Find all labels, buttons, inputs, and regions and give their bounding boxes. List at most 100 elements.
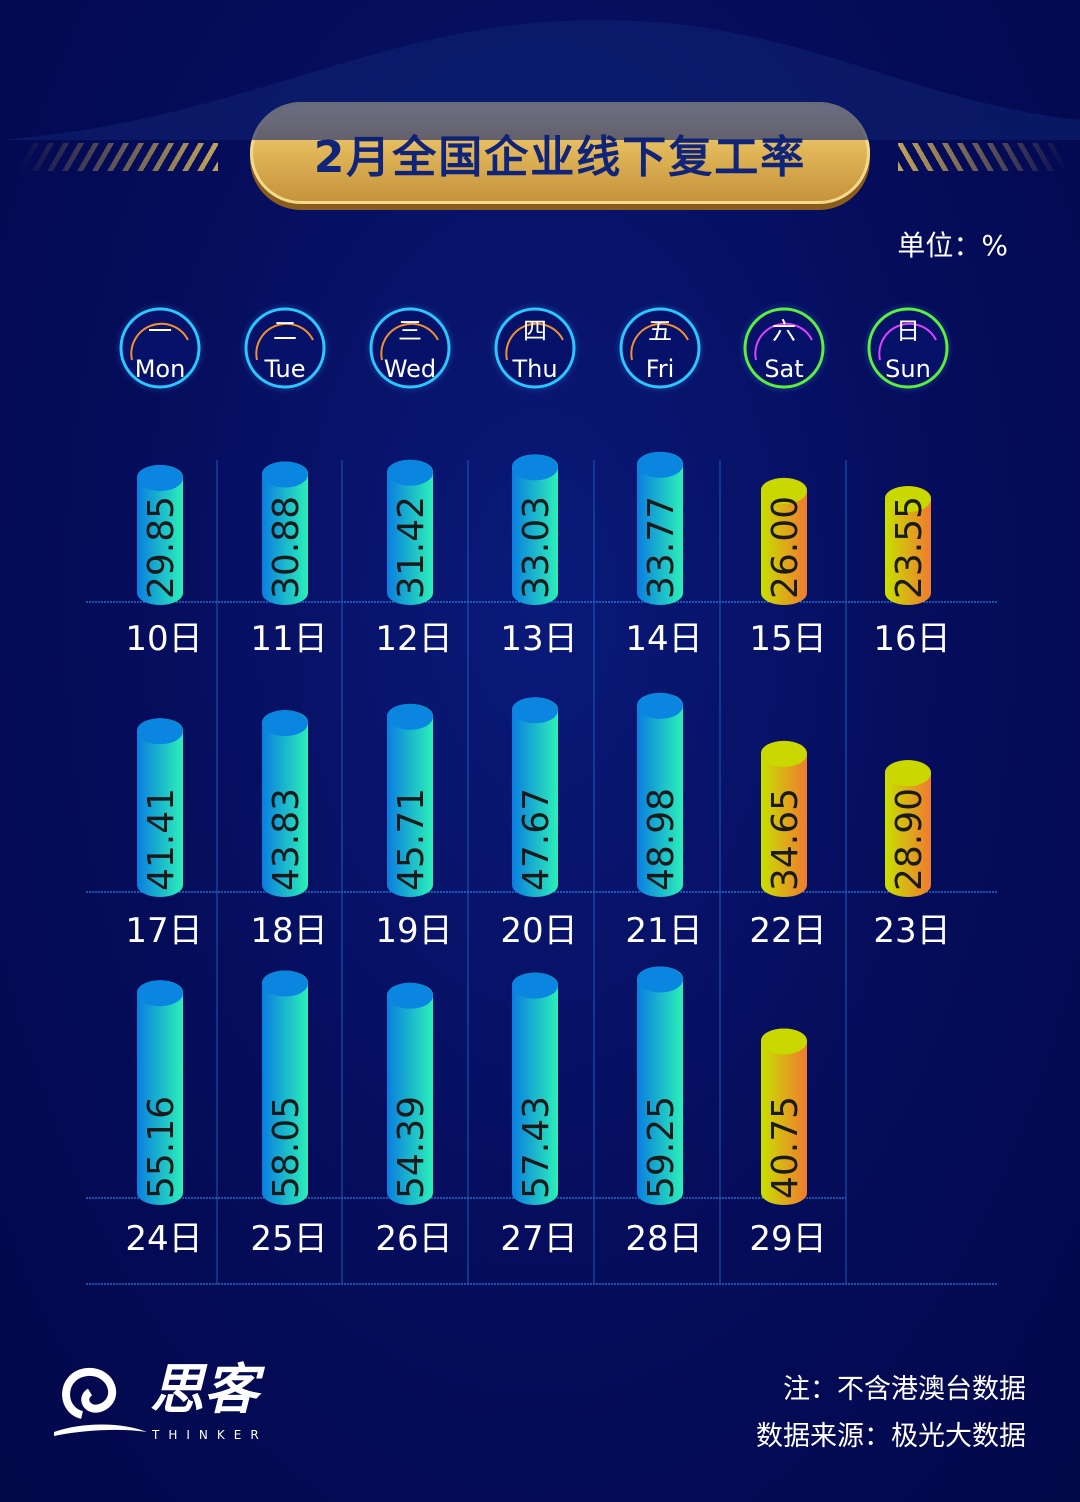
weekday-inner-arc (630, 322, 689, 361)
bar-value-label: 31.42 (391, 496, 432, 599)
bar (137, 718, 183, 897)
bar-cap (885, 486, 931, 513)
bar-value-label: 59.25 (641, 1096, 682, 1199)
bar-value-label: 23.55 (889, 496, 930, 599)
weekday-ring (369, 307, 451, 389)
bar-cap (137, 465, 183, 492)
bar (262, 461, 308, 605)
logo-text-en: THINKER (152, 1428, 268, 1442)
bar (512, 972, 558, 1205)
bar-value-label: 26.00 (765, 496, 806, 599)
bar (137, 980, 183, 1205)
note-text: 注：不含港澳台数据 (783, 1374, 1026, 1405)
logo-text-cn: 思客 (150, 1357, 258, 1421)
footnote: 注：不含港澳台数据 数据来源：极光大数据 (756, 1366, 1026, 1460)
bar (761, 1028, 807, 1205)
day-label: 28日 (625, 1219, 702, 1259)
day-label: 27日 (500, 1219, 577, 1259)
thinker-logo: 思客 THINKER (52, 1360, 282, 1450)
bar-value-label: 33.03 (516, 496, 557, 599)
day-label: 12日 (375, 619, 452, 659)
bar-cap (637, 966, 683, 993)
day-label: 24日 (125, 1219, 202, 1259)
bar-cap (262, 710, 308, 737)
bar-cap (512, 972, 558, 999)
day-label: 26日 (375, 1219, 452, 1259)
bar-value-label: 48.98 (641, 788, 682, 891)
bar-value-label: 45.71 (391, 788, 432, 891)
day-label: 23日 (873, 911, 950, 951)
decor-wave (0, 20, 1080, 140)
day-label: 15日 (749, 619, 826, 659)
day-label: 13日 (500, 619, 577, 659)
bar (761, 740, 807, 897)
bar (637, 451, 683, 605)
bar (387, 982, 433, 1205)
bar-cap (387, 982, 433, 1009)
bar (761, 477, 807, 605)
weekday-cn: 日 (896, 317, 920, 345)
bar (387, 703, 433, 897)
bar-cap (512, 697, 558, 724)
bar-cap (137, 980, 183, 1007)
bar-cap (761, 740, 807, 767)
weekday-inner-arc (505, 322, 564, 361)
day-label: 14日 (625, 619, 702, 659)
bar-cap (637, 451, 683, 478)
weekday-cn: 五 (648, 317, 672, 345)
day-label: 22日 (749, 911, 826, 951)
bar-value-label: 33.77 (641, 496, 682, 599)
weekday-en: Sat (764, 355, 803, 383)
bar-cap (262, 461, 308, 488)
weekday-cn: 三 (398, 317, 422, 345)
bar-cap (761, 1028, 807, 1055)
bar (387, 459, 433, 605)
bar (637, 692, 683, 897)
bar-value-label: 29.85 (141, 496, 182, 599)
bar (262, 970, 308, 1205)
decor-hatch-left (18, 143, 218, 171)
bar (512, 454, 558, 605)
bar-value-label: 54.39 (391, 1096, 432, 1199)
day-label: 25日 (250, 1219, 327, 1259)
day-label: 16日 (873, 619, 950, 659)
weekday-inner-arc (130, 322, 189, 361)
bar-value-label: 47.67 (516, 788, 557, 891)
weekday-inner-arc (878, 322, 937, 361)
bar-value-label: 30.88 (266, 496, 307, 599)
bar-cap (387, 459, 433, 486)
bar (137, 465, 183, 605)
bar-value-label: 41.41 (141, 788, 182, 891)
bar-cap (387, 703, 433, 730)
bar (512, 697, 558, 897)
bar (637, 966, 683, 1205)
unit-label: 单位：% (897, 229, 1008, 262)
decor-hatch-right (898, 143, 1068, 171)
weekday-en: Mon (135, 355, 186, 383)
weekday-en: Sun (885, 355, 931, 383)
weekday-cn: 六 (772, 317, 796, 345)
source-text: 数据来源：极光大数据 (756, 1421, 1026, 1452)
bar-cap (512, 454, 558, 481)
weekday-inner-arc (754, 322, 813, 361)
weekday-en: Tue (264, 355, 306, 383)
bar-value-label: 55.16 (141, 1096, 182, 1199)
weekday-ring (619, 307, 701, 389)
weekday-cn: 一 (148, 317, 172, 345)
bar (885, 760, 931, 897)
weekday-inner-arc (255, 322, 314, 361)
bar-cap (637, 692, 683, 719)
weekday-en: Wed (384, 355, 436, 383)
day-label: 20日 (500, 911, 577, 951)
day-label: 17日 (125, 911, 202, 951)
bar-value-label: 28.90 (889, 788, 930, 891)
weekday-en: Thu (511, 355, 557, 383)
chart-title: 2月全国企业线下复工率 (313, 132, 807, 183)
bar-cap (137, 718, 183, 745)
logo-swirl-icon (54, 1368, 147, 1436)
day-label: 19日 (375, 911, 452, 951)
weekday-en: Fri (646, 355, 675, 383)
bar-value-label: 57.43 (516, 1096, 557, 1199)
bar-value-label: 58.05 (266, 1096, 307, 1199)
